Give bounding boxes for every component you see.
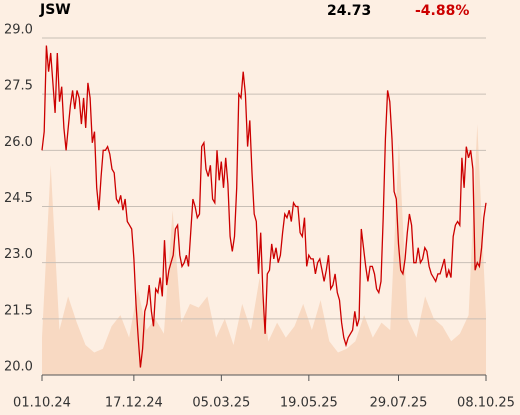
y-tick-label: 26.0	[4, 135, 33, 150]
x-tick-label: 01.10.24	[13, 396, 71, 411]
y-tick-label: 20.0	[4, 360, 33, 375]
x-tick-label: 19.05.25	[280, 396, 338, 411]
y-tick-label: 23.0	[4, 247, 33, 262]
y-tick-label: 24.5	[4, 191, 33, 206]
y-tick-label: 29.0	[4, 23, 33, 38]
y-tick-label: 21.5	[4, 303, 33, 318]
x-tick-label: 17.12.24	[105, 396, 163, 411]
volume-area	[42, 124, 486, 375]
last-price: 24.73	[327, 3, 371, 19]
x-tick-label: 08.10.25	[457, 396, 515, 411]
change: -4.88%	[415, 3, 469, 19]
price-line	[41, 45, 487, 368]
x-tick-label: 29.07.25	[370, 396, 428, 411]
ticker: JSW	[39, 2, 71, 18]
y-tick-label: 27.5	[4, 79, 33, 94]
x-tick-label: 05.03.25	[192, 396, 250, 411]
